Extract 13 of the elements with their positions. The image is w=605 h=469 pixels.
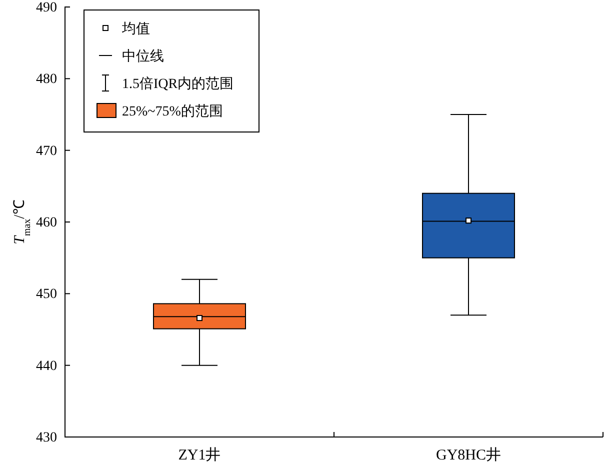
annotation: 中位线 <box>122 48 164 64</box>
y-tick-label: 480 <box>36 72 57 88</box>
y-tick-label: 440 <box>36 358 57 374</box>
annotation: 25%~75%的范围 <box>122 104 223 120</box>
annotation: 1.5倍IQR内的范围 <box>122 76 234 92</box>
y-tick-label: 450 <box>36 287 57 302</box>
y-tick-label: 430 <box>36 430 57 446</box>
y-tick-label: 490 <box>36 0 57 16</box>
x-tick-label: GY8HC井 <box>436 446 502 464</box>
x-tick-label: ZY1井 <box>178 446 221 464</box>
y-tick-label: 470 <box>36 144 57 159</box>
y-tick-label: 460 <box>36 215 57 230</box>
annotation: 均值 <box>121 21 150 37</box>
